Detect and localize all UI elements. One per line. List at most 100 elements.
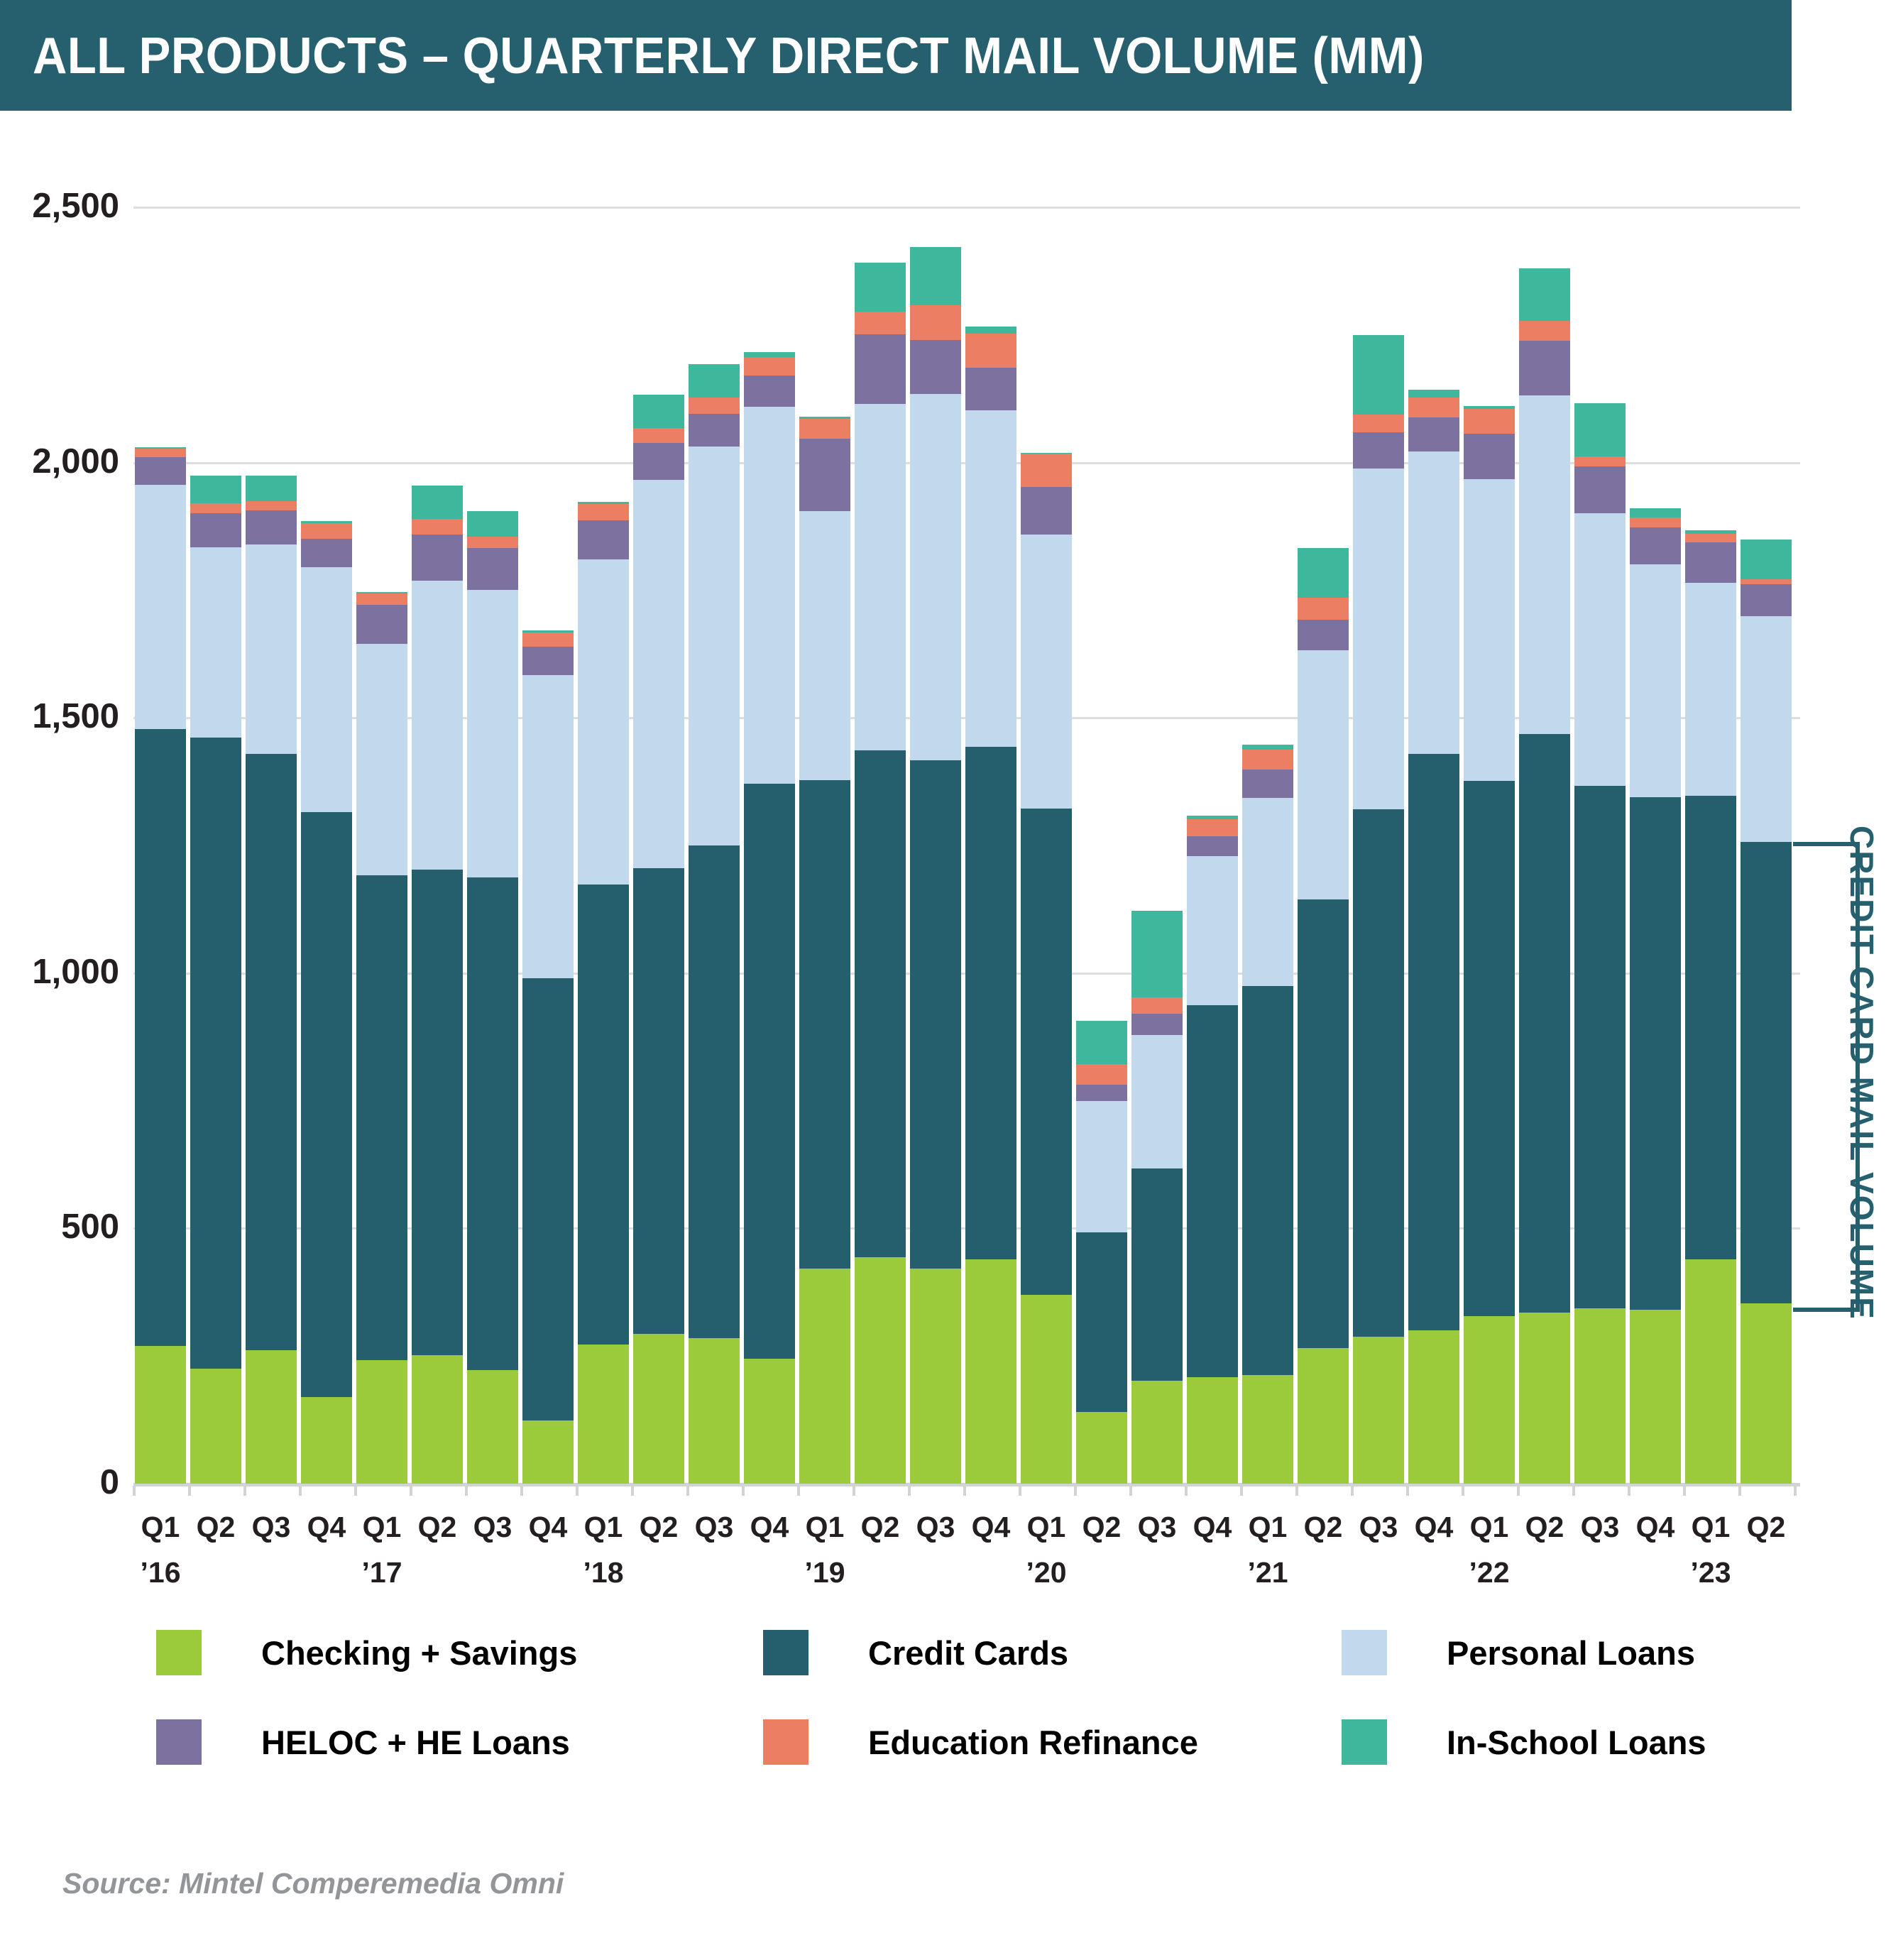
legend-swatch-icon <box>156 1719 202 1765</box>
bar-segment <box>578 520 629 560</box>
bar-q321 <box>1353 334 1404 1484</box>
bar-segment <box>1298 650 1349 899</box>
bar-q216 <box>190 475 241 1484</box>
bar-segment <box>1630 564 1681 797</box>
bar-segment <box>135 1345 186 1484</box>
x-tick-label: Q4 <box>750 1511 789 1543</box>
bar-segment <box>799 438 850 511</box>
bar-segment <box>965 334 1016 368</box>
bar-segment <box>1630 508 1681 518</box>
legend-swatch-icon <box>1342 1719 1387 1765</box>
bar-segment <box>1685 1259 1736 1484</box>
bar-segment <box>1187 836 1238 857</box>
bar-q317 <box>467 510 518 1484</box>
bar-segment <box>412 581 463 870</box>
bar-segment <box>1242 769 1293 799</box>
bar-segment <box>190 738 241 1369</box>
bar-q322 <box>1574 403 1626 1484</box>
bar-segment <box>1741 584 1792 617</box>
bar-q117 <box>356 592 407 1484</box>
x-tick-label: Q2 <box>1525 1511 1564 1543</box>
bar-segment <box>965 747 1016 1259</box>
x-tick-label: Q4 <box>307 1511 346 1543</box>
bar-segment <box>1021 809 1072 1295</box>
bar-segment <box>467 1369 518 1484</box>
bar-q316 <box>246 475 297 1484</box>
bar-q221 <box>1298 548 1349 1484</box>
bar-q222 <box>1519 268 1570 1484</box>
bar-segment <box>1408 389 1459 398</box>
bar-segment <box>522 633 574 647</box>
x-tick-label: Q1’23 <box>1690 1511 1731 1589</box>
bar-segment <box>1408 397 1459 417</box>
bar-segment <box>1131 1014 1183 1035</box>
x-tick-label: Q2 <box>639 1511 679 1543</box>
x-tick-label: Q3 <box>1580 1511 1620 1543</box>
bar-segment <box>1574 785 1626 1309</box>
bar-segment <box>744 1358 795 1484</box>
title-bar: ALL PRODUCTS – QUARTERLY DIRECT MAIL VOL… <box>0 0 1792 111</box>
bar-segment <box>744 783 795 1359</box>
bar-q418 <box>744 351 795 1484</box>
y-tick-label: 2,000 <box>32 442 119 481</box>
credit-card-bracket <box>1793 841 1860 1313</box>
bar-segment <box>1464 405 1515 410</box>
bar-q217 <box>412 486 463 1484</box>
bar-segment <box>356 605 407 644</box>
bar-segment <box>1021 454 1072 488</box>
bar-q220 <box>1076 1021 1127 1484</box>
y-tick-label: 0 <box>99 1463 119 1501</box>
bar-segment <box>1464 781 1515 1317</box>
x-tick-label: Q3 <box>694 1511 734 1543</box>
bar-segment <box>1519 341 1570 395</box>
x-tick-label: Q2 <box>1303 1511 1343 1543</box>
bar-segment <box>190 475 241 504</box>
bar-segment <box>301 567 352 813</box>
bar-segment <box>1021 1294 1072 1484</box>
bar-segment <box>1519 395 1570 734</box>
bar-segment <box>578 1344 629 1484</box>
x-tick-label: Q1’20 <box>1026 1511 1067 1589</box>
bar-segment <box>578 503 629 520</box>
bar-segment <box>1353 1336 1404 1484</box>
bar-segment <box>855 1257 906 1484</box>
bar-segment <box>689 845 740 1339</box>
bar-segment <box>522 1420 574 1484</box>
bar-segment <box>1353 809 1404 1337</box>
bar-segment <box>1353 432 1404 469</box>
bar-segment <box>301 521 352 523</box>
bar-q417 <box>522 630 574 1484</box>
bar-q119 <box>799 416 850 1484</box>
bar-segment <box>744 407 795 784</box>
bar-segment <box>412 1354 463 1484</box>
y-tick-label: 500 <box>61 1208 119 1247</box>
bar-segment <box>356 593 407 606</box>
bar-segment <box>855 403 906 751</box>
legend-item: In-School Loans <box>1342 1719 1706 1765</box>
bar-segment <box>1408 1330 1459 1484</box>
bar-segment <box>246 754 297 1350</box>
bar-segment <box>1242 985 1293 1375</box>
bar-q121 <box>1242 744 1293 1484</box>
bar-segment <box>1298 598 1349 620</box>
bar-segment <box>689 1338 740 1484</box>
bar-segment <box>246 1349 297 1484</box>
bar-segment <box>1464 409 1515 434</box>
bar-segment <box>1076 1100 1127 1233</box>
bar-segment <box>633 867 684 1335</box>
bar-segment <box>301 812 352 1397</box>
bar-segment <box>190 513 241 548</box>
bar-segment <box>135 729 186 1346</box>
bar-segment <box>1574 1308 1626 1484</box>
bar-segment <box>522 978 574 1420</box>
y-tick-label: 1,500 <box>32 697 119 736</box>
x-tick-label: Q4 <box>528 1511 568 1543</box>
bar-q120 <box>1021 452 1072 1484</box>
bar-segment <box>1519 733 1570 1313</box>
bar-segment <box>1187 856 1238 1006</box>
bar-segment <box>578 884 629 1345</box>
source-note: Source: Mintel Comperemedia Omni <box>62 1867 564 1900</box>
x-tick-label: Q4 <box>1635 1511 1675 1543</box>
bar-segment <box>1685 795 1736 1259</box>
